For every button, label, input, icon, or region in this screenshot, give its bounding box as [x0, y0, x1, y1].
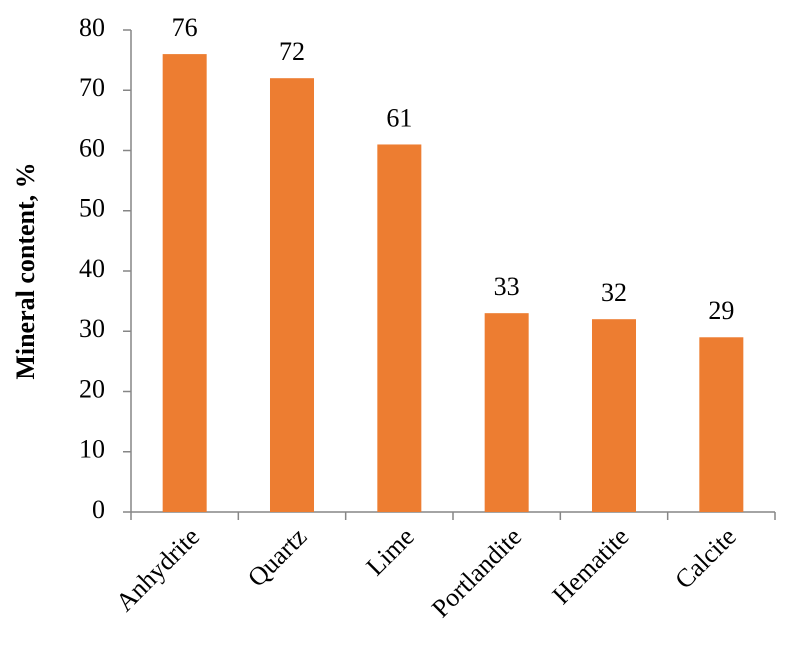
data-label: 72 — [279, 37, 305, 66]
data-label: 32 — [601, 278, 627, 307]
x-tick-label: Portlandite — [426, 522, 527, 623]
x-tick-label: Calcite — [669, 522, 742, 595]
y-tick-label: 30 — [79, 314, 105, 343]
data-label: 61 — [386, 103, 412, 132]
bar — [484, 313, 529, 512]
y-tick-label: 70 — [79, 73, 105, 102]
x-tick-label: Quartz — [242, 522, 313, 593]
x-tick-label: Hematite — [547, 522, 635, 610]
y-tick-label: 0 — [92, 495, 105, 524]
data-label: 33 — [494, 272, 520, 301]
y-tick-label: 40 — [79, 254, 105, 283]
y-axis-label: Mineral content, % — [11, 162, 40, 379]
bar — [377, 144, 422, 512]
bar — [591, 319, 637, 512]
y-tick-label: 80 — [79, 13, 105, 42]
y-tick-label: 60 — [79, 133, 105, 162]
bar — [162, 54, 207, 512]
y-tick-label: 10 — [79, 435, 105, 464]
data-label: 76 — [172, 13, 198, 42]
bar — [269, 78, 315, 512]
x-tick-label: Anhydrite — [110, 522, 205, 617]
y-tick-label: 20 — [79, 374, 105, 403]
data-label: 29 — [708, 296, 734, 325]
x-tick-label: Lime — [360, 522, 419, 581]
y-tick-label: 50 — [79, 194, 105, 223]
bar — [699, 337, 744, 512]
